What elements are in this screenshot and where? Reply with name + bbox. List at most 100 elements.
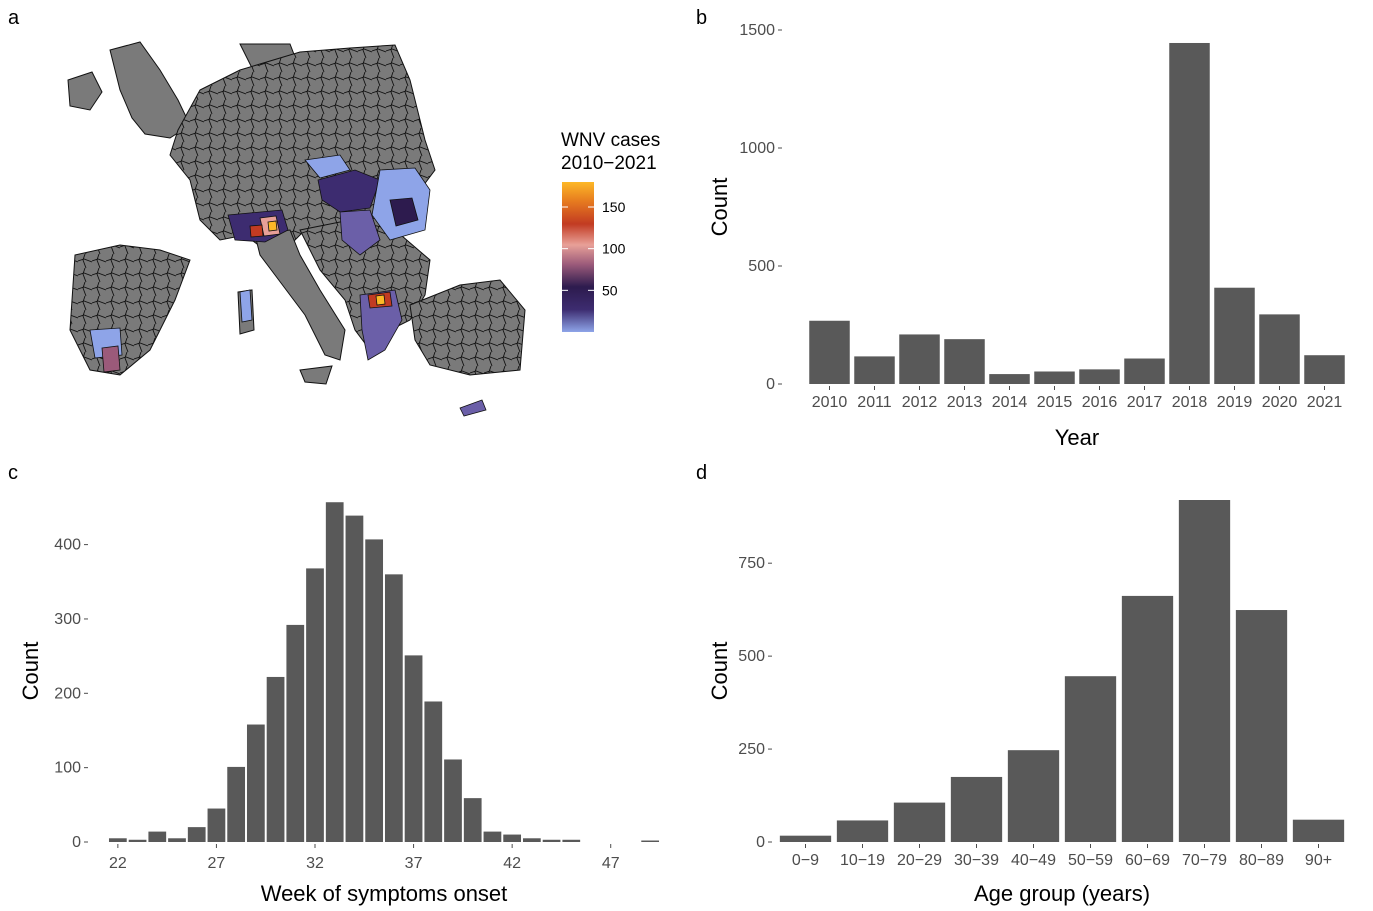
bar bbox=[1124, 358, 1165, 384]
legend-tick-label: 100 bbox=[602, 241, 626, 257]
bar bbox=[246, 724, 265, 842]
bar bbox=[424, 701, 443, 842]
x-tick-label: 2016 bbox=[1082, 394, 1118, 411]
bar bbox=[1292, 819, 1345, 842]
x-tick-label: 90+ bbox=[1305, 852, 1332, 869]
europe-wnv-map bbox=[67, 41, 526, 417]
bar bbox=[854, 356, 895, 384]
panel-label-a: a bbox=[8, 7, 20, 29]
bar bbox=[836, 820, 889, 842]
x-tick-label: 2018 bbox=[1172, 394, 1208, 411]
bar bbox=[809, 320, 850, 384]
x-tick-label: 47 bbox=[602, 855, 620, 872]
cases-romania-dark bbox=[389, 197, 419, 227]
bar bbox=[1064, 676, 1117, 842]
bar bbox=[1214, 287, 1255, 384]
y-tick-label: 0 bbox=[756, 834, 765, 851]
legend-tick-label: 150 bbox=[602, 199, 626, 215]
y-axis-title: Count bbox=[18, 642, 43, 701]
bar bbox=[404, 655, 423, 842]
bar bbox=[989, 374, 1030, 384]
x-tick-label: 2021 bbox=[1307, 394, 1343, 411]
bar bbox=[899, 334, 940, 384]
cases-cyprus bbox=[459, 399, 487, 417]
bar bbox=[345, 515, 364, 842]
chart-by-year: 0 500 1000 1500 2010 2011 2012 2013 2014 2015 2016… bbox=[707, 22, 1345, 450]
legend-colorbar bbox=[562, 182, 594, 332]
cases-greece-peak bbox=[375, 294, 386, 306]
bar bbox=[950, 776, 1003, 842]
x-tick-label: 20−29 bbox=[897, 852, 942, 869]
bar bbox=[1259, 314, 1300, 384]
y-tick-label: 300 bbox=[54, 611, 81, 628]
y-tick-label: 500 bbox=[738, 648, 765, 665]
bar bbox=[1121, 595, 1174, 842]
bar bbox=[562, 839, 581, 842]
x-tick-label: 42 bbox=[503, 855, 521, 872]
bar bbox=[286, 624, 305, 842]
bar bbox=[148, 831, 167, 842]
bar bbox=[384, 574, 403, 842]
bar bbox=[444, 759, 462, 842]
bar bbox=[306, 568, 324, 842]
bar bbox=[128, 839, 147, 842]
y-tick-label: 400 bbox=[54, 537, 81, 554]
panel-label-d: d bbox=[696, 462, 708, 484]
chart-by-week: 0 100 200 300 400 22 27 32 37 42 47 Week of symptom… bbox=[18, 502, 660, 906]
bar bbox=[187, 827, 206, 842]
bar bbox=[207, 808, 226, 842]
bar bbox=[1169, 42, 1210, 384]
bar bbox=[1235, 610, 1288, 842]
region-ireland bbox=[67, 71, 103, 111]
bar bbox=[108, 838, 127, 842]
cases-slovakia bbox=[304, 154, 351, 179]
y-axis-title: Count bbox=[707, 642, 732, 701]
y-tick-label: 750 bbox=[738, 555, 765, 572]
y-tick-label: 500 bbox=[748, 258, 775, 275]
x-tick-label: 2011 bbox=[857, 394, 892, 411]
x-tick-label: 40−49 bbox=[1011, 852, 1056, 869]
y-tick-label: 100 bbox=[54, 760, 81, 777]
legend-tick-label: 50 bbox=[602, 282, 618, 298]
cases-seville bbox=[101, 345, 121, 373]
cases-serbia bbox=[339, 209, 381, 256]
region-sicily bbox=[299, 365, 333, 385]
x-tick-label: 22 bbox=[109, 855, 127, 872]
y-tick-label: 0 bbox=[72, 834, 81, 851]
bar bbox=[168, 838, 186, 842]
bar bbox=[1304, 355, 1345, 384]
chart-by-age: 0 250 500 750 0−9 10−19 20−29 30−39 40−49 50−59 60… bbox=[707, 500, 1345, 906]
bar bbox=[325, 502, 344, 842]
bar bbox=[1079, 369, 1120, 384]
x-tick-label: 50−59 bbox=[1068, 852, 1113, 869]
x-tick-label: 0−9 bbox=[792, 852, 819, 869]
x-tick-label: 2014 bbox=[992, 394, 1028, 411]
cases-hungary bbox=[317, 169, 381, 213]
land-regions bbox=[67, 41, 526, 385]
bar bbox=[463, 798, 482, 842]
bar bbox=[483, 831, 502, 842]
y-axis-title: Count bbox=[707, 178, 732, 237]
region-italy bbox=[254, 229, 346, 361]
bar bbox=[542, 839, 561, 842]
x-tick-label: 30−39 bbox=[954, 852, 999, 869]
cases-italy-mid bbox=[249, 224, 264, 238]
legend-title-line1: WNV cases bbox=[561, 130, 661, 151]
bar bbox=[1178, 500, 1231, 842]
wnv-case-regions bbox=[89, 154, 487, 417]
x-tick-label: 2015 bbox=[1037, 394, 1073, 411]
x-tick-label: 2019 bbox=[1217, 394, 1253, 411]
bar bbox=[227, 766, 246, 842]
x-tick-label: 37 bbox=[405, 855, 423, 872]
x-tick-label: 2010 bbox=[812, 394, 848, 411]
x-tick-label: 80−89 bbox=[1239, 852, 1284, 869]
cases-italy-south bbox=[239, 289, 253, 323]
bar bbox=[641, 840, 660, 842]
bar bbox=[1034, 371, 1075, 384]
bar bbox=[522, 838, 541, 842]
y-tick-label: 1500 bbox=[739, 22, 775, 39]
x-tick-label: 60−69 bbox=[1125, 852, 1170, 869]
region-uk bbox=[109, 41, 191, 139]
x-axis-title: Week of symptoms onset bbox=[261, 881, 508, 906]
y-tick-label: 200 bbox=[54, 685, 81, 702]
